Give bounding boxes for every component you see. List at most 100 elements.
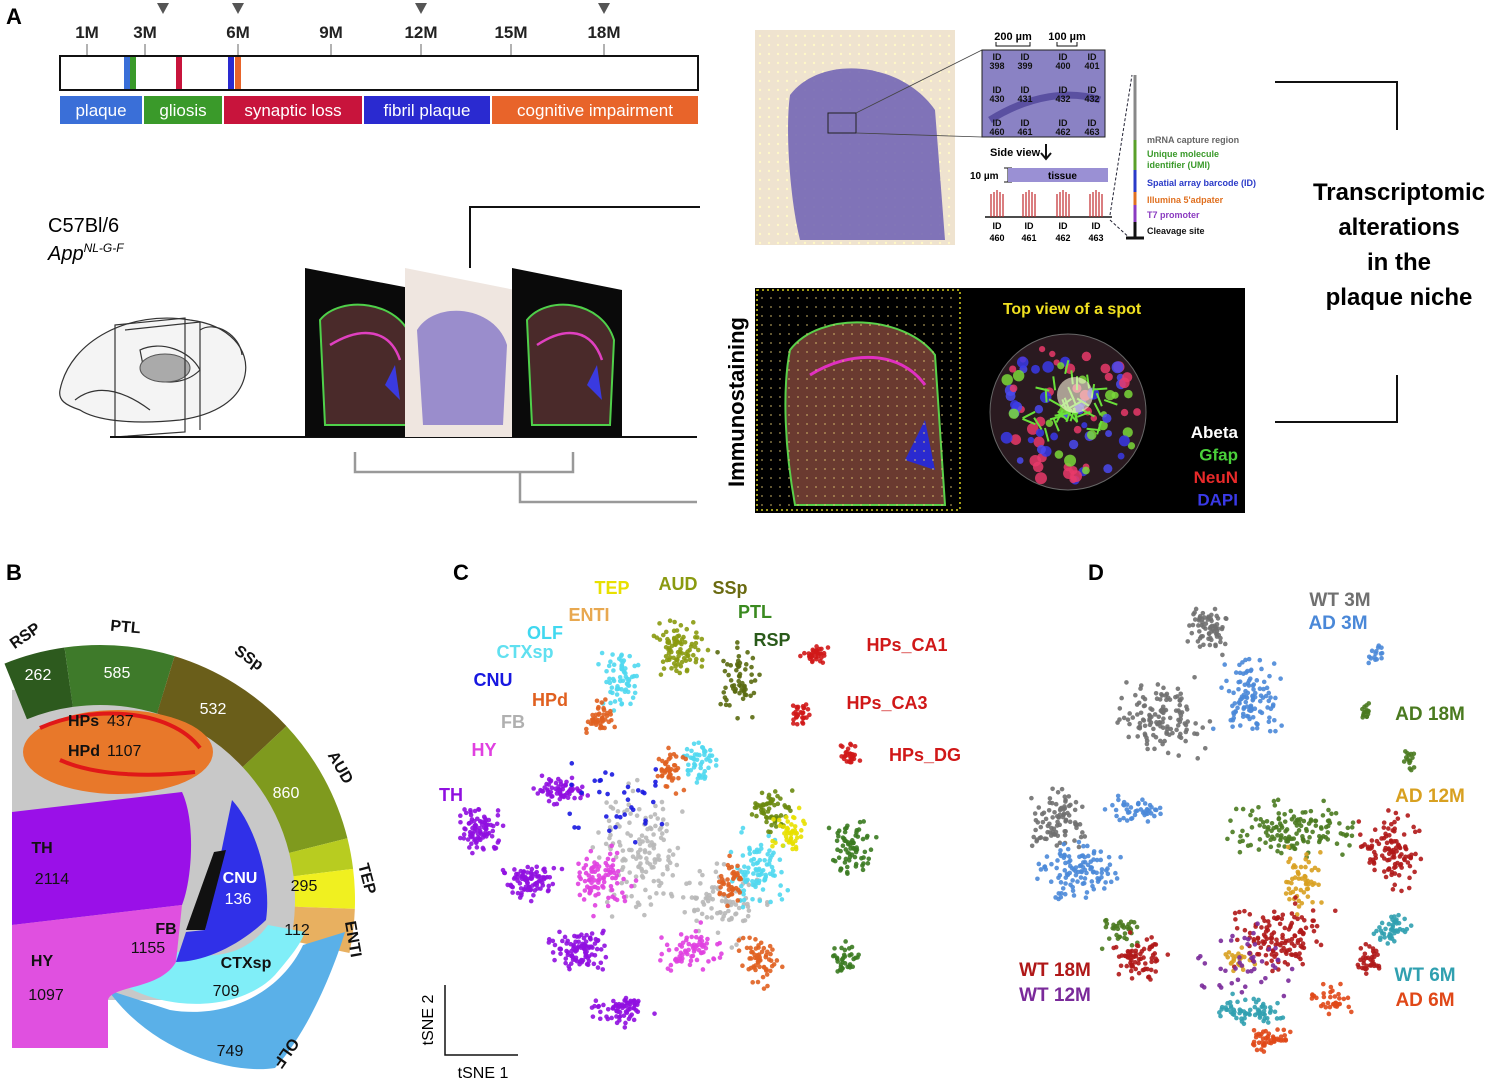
cell-dot — [617, 697, 623, 703]
cell-dot — [1392, 819, 1397, 825]
cell-dot — [1259, 1031, 1264, 1037]
cell-dot — [1032, 811, 1038, 816]
region-count: 532 — [200, 701, 227, 718]
array-spot — [767, 205, 771, 209]
array-spot — [887, 468, 889, 470]
cell-dot — [685, 649, 690, 654]
cell-dot — [1303, 925, 1309, 931]
tissue-layer — [1008, 168, 1108, 182]
array-spot — [758, 70, 762, 74]
array-spot — [806, 306, 808, 308]
cell-dot — [692, 895, 698, 901]
cell-dot — [1289, 911, 1295, 916]
cell-dot — [1055, 819, 1060, 825]
cell-dot — [616, 839, 622, 845]
array-spot — [884, 70, 888, 74]
cell-dot — [1235, 937, 1240, 943]
cell-dot — [572, 825, 577, 830]
cell-dot — [719, 898, 725, 904]
cell-dot — [718, 885, 723, 890]
cell-dot — [1129, 943, 1135, 948]
cell-dot — [603, 770, 608, 775]
probe-legend: identifier (UMI) — [1147, 160, 1210, 170]
cell-dot — [1118, 963, 1124, 969]
cell-dot — [1269, 958, 1274, 964]
cell-dot — [1152, 746, 1157, 752]
cell-dot — [586, 873, 592, 878]
array-spot — [797, 297, 799, 299]
cell-dot — [711, 956, 717, 962]
cell-dot — [666, 651, 672, 656]
array-spot — [815, 342, 817, 344]
array-spot — [785, 124, 789, 128]
cell-dot — [1085, 853, 1091, 859]
array-spot — [860, 387, 862, 389]
stain-legend: NeuN — [1194, 468, 1238, 487]
cell-dot — [814, 644, 819, 649]
array-spot — [776, 142, 780, 146]
array-spot — [860, 432, 862, 434]
array-spot — [797, 306, 799, 308]
array-spot — [788, 324, 790, 326]
cell-dot — [590, 945, 595, 950]
cell-dot — [1303, 864, 1308, 870]
array-spot — [776, 214, 780, 218]
cell-dot — [1153, 690, 1159, 696]
cell-dot — [1292, 820, 1298, 826]
cell-dot — [1142, 809, 1147, 814]
cell-dot — [743, 667, 748, 672]
cell-dot — [681, 787, 687, 793]
cell-dot — [1383, 874, 1389, 880]
cell-dot — [1405, 813, 1411, 818]
array-spot — [785, 178, 789, 182]
array-spot — [914, 495, 916, 497]
cell-dot — [686, 772, 691, 777]
cell-dot — [1402, 916, 1407, 922]
region-name: ENTI — [341, 920, 364, 959]
array-spot — [950, 468, 952, 470]
cell-dot — [1062, 794, 1068, 800]
cell-dot — [553, 786, 558, 792]
array-spot — [797, 495, 799, 497]
cell-dot — [689, 954, 694, 959]
array-spot — [758, 79, 762, 83]
array-spot — [785, 79, 789, 83]
array-spot — [779, 504, 781, 506]
cell-dot — [673, 754, 679, 759]
cell-dot — [584, 730, 589, 736]
plaque — [1057, 377, 1093, 413]
array-spot — [824, 351, 826, 353]
cell-dot — [1266, 690, 1272, 696]
cell-dot — [748, 945, 753, 951]
array-spot — [887, 495, 889, 497]
array-spot — [878, 315, 880, 317]
array-spot — [788, 495, 790, 497]
array-spot — [806, 477, 808, 479]
array-spot — [941, 315, 943, 317]
cell-dot — [1071, 867, 1077, 872]
array-spot — [815, 405, 817, 407]
cell-dot — [531, 892, 536, 898]
array-spot — [767, 34, 771, 38]
probe-zoom — [1109, 74, 1133, 241]
cell-dot — [577, 892, 583, 898]
cell-dot — [583, 726, 589, 732]
cell-dot — [1038, 835, 1044, 840]
array-spot — [869, 351, 871, 353]
cell-dot — [699, 934, 704, 940]
array-spot — [833, 351, 835, 353]
array-spot — [941, 378, 943, 380]
cell-dot — [657, 621, 662, 626]
cell-dot — [1116, 971, 1122, 977]
array-spot — [950, 360, 952, 362]
cell-dot — [689, 748, 694, 754]
cell-dot — [1110, 802, 1115, 808]
cell-dot — [562, 792, 568, 798]
cell-dot — [1385, 941, 1391, 946]
astrocyte — [1033, 417, 1043, 431]
cell-dot — [723, 685, 728, 691]
array-spot — [941, 450, 943, 452]
cell-dot — [1276, 843, 1282, 848]
cell-dot — [607, 676, 612, 682]
